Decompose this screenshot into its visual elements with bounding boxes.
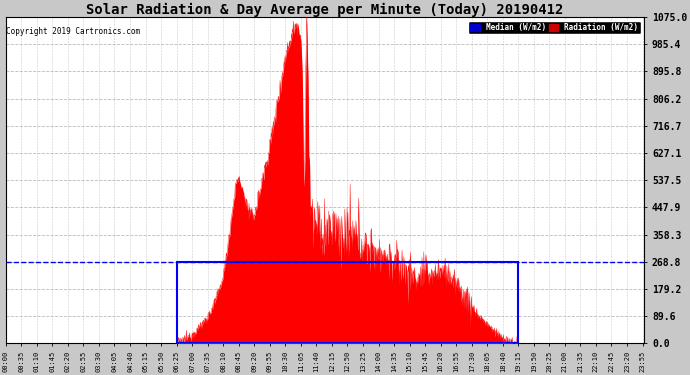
Text: Copyright 2019 Cartronics.com: Copyright 2019 Cartronics.com: [6, 27, 141, 36]
Title: Solar Radiation & Day Average per Minute (Today) 20190412: Solar Radiation & Day Average per Minute…: [86, 3, 564, 17]
Legend: Median (W/m2), Radiation (W/m2): Median (W/m2), Radiation (W/m2): [469, 21, 640, 34]
Bar: [177, 262, 518, 344]
